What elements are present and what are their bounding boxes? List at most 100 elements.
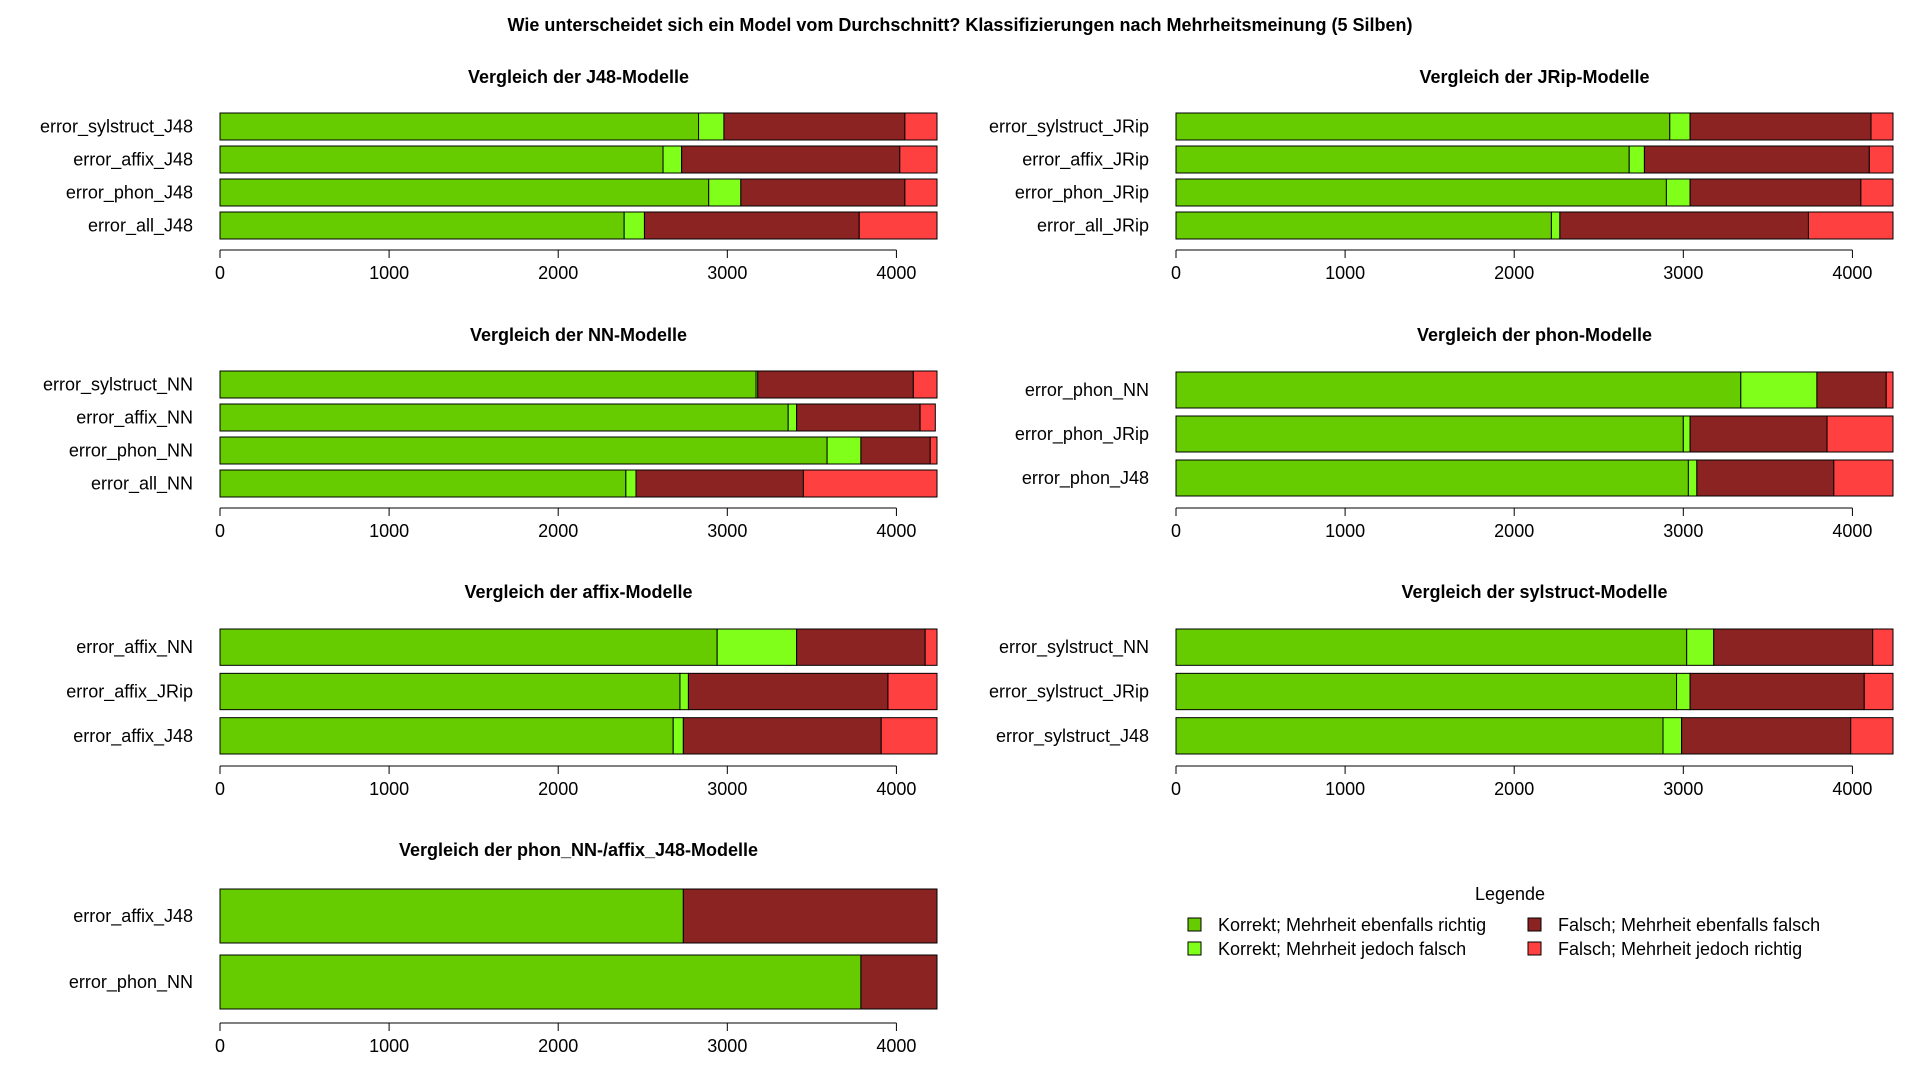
x-tick-label: 4000 [1832, 263, 1872, 283]
bar-segment-wrong-majority-wrong [1689, 178, 1862, 207]
category-label: error_sylstruct_NN [43, 375, 193, 396]
bar-segment-wrong-majority-wrong [1713, 628, 1874, 666]
x-tick-label: 4000 [876, 521, 916, 541]
bar-segment-wrong-majority-correct [1885, 371, 1894, 409]
category-label: error_affix_JRip [1022, 150, 1149, 171]
panel-title: Vergleich der J48-Modelle [468, 67, 689, 87]
chart-panel: Vergleich der NN-Modelle error_sylstruct_… [43, 325, 938, 541]
bar-segment-correct-majority-wrong [672, 717, 684, 755]
bar-segment-wrong-majority-wrong [796, 628, 926, 666]
legend-label: Falsch; Mehrheit ebenfalls falsch [1558, 915, 1820, 935]
category-label: error_affix_NN [76, 637, 193, 658]
x-tick-label: 1000 [369, 1036, 409, 1056]
panels: Vergleich der J48-Modelle error_sylstruct… [40, 67, 1894, 1056]
x-tick-label: 2000 [538, 263, 578, 283]
stacked-bar [1175, 628, 1894, 666]
bar-segment-wrong-majority-correct [802, 469, 938, 498]
bar-segment-wrong-majority-correct [1826, 415, 1894, 453]
category-label: error_affix_J48 [73, 726, 193, 747]
category-label: error_phon_J48 [1022, 468, 1149, 489]
category-label: error_phon_J48 [66, 183, 193, 204]
bar-segment-correct-majority-wrong [1669, 112, 1691, 141]
stacked-bar [219, 211, 938, 240]
bar-segment-wrong-majority-wrong [860, 954, 938, 1010]
bar-segment-correct-majority-wrong [1740, 371, 1818, 409]
bar-segment-wrong-majority-wrong [682, 717, 882, 755]
bar-segment-wrong-majority-correct [924, 628, 938, 666]
bar-segment-wrong-majority-correct [1868, 145, 1894, 174]
bar-segment-correct-majority-wrong [1687, 459, 1698, 497]
bar-segment-correct-majority-wrong [679, 672, 689, 711]
chart-panel: Vergleich der JRip-Modelle error_sylstruc… [989, 67, 1894, 283]
bar-segment-wrong-majority-correct [919, 403, 936, 432]
bar-segment-correct-majority-correct [1175, 459, 1689, 497]
x-axis: 0 1000 2000 3000 4000 [215, 765, 916, 799]
bar-segment-correct-majority-wrong [826, 436, 862, 465]
bar-segment-wrong-majority-correct [880, 717, 938, 755]
panel-title: Vergleich der NN-Modelle [470, 325, 687, 345]
bar-segment-wrong-majority-wrong [682, 888, 938, 944]
bar-segment-wrong-majority-correct [904, 112, 938, 141]
bar-segment-correct-majority-correct [1175, 112, 1671, 141]
bar-segment-correct-majority-wrong [1665, 178, 1691, 207]
x-tick-label: 3000 [707, 521, 747, 541]
bar-segment-wrong-majority-wrong [635, 469, 804, 498]
x-tick-label: 1000 [369, 779, 409, 799]
bar-segment-correct-majority-correct [219, 178, 710, 207]
bar-segment-correct-majority-correct [219, 436, 828, 465]
bar-segment-wrong-majority-correct [899, 145, 938, 174]
stacked-bar [219, 469, 938, 498]
bar-segment-correct-majority-wrong [1686, 628, 1715, 666]
stacked-bar [1175, 178, 1894, 207]
x-tick-label: 2000 [538, 779, 578, 799]
x-tick-label: 1000 [1325, 263, 1365, 283]
x-tick-label: 3000 [707, 1036, 747, 1056]
legend-swatch [1187, 917, 1202, 932]
bar-segment-wrong-majority-wrong [860, 436, 931, 465]
bar-segment-correct-majority-wrong [708, 178, 742, 207]
stacked-bar [1175, 371, 1894, 409]
bar-segment-correct-majority-wrong [623, 211, 645, 240]
bar-segment-correct-majority-correct [219, 145, 664, 174]
category-label: error_sylstruct_JRip [989, 117, 1149, 138]
bar-segment-correct-majority-wrong [625, 469, 637, 498]
bar-segment-correct-majority-correct [219, 370, 757, 399]
bar-segment-wrong-majority-correct [1872, 628, 1894, 666]
stacked-bar [219, 145, 938, 174]
category-label: error_phon_NN [69, 972, 193, 993]
stacked-bar [1175, 145, 1894, 174]
bar-segment-correct-majority-wrong [1676, 672, 1691, 711]
bar-segment-wrong-majority-correct [887, 672, 938, 711]
bar-segment-wrong-majority-wrong [1696, 459, 1835, 497]
bar-segment-correct-majority-correct [219, 888, 684, 944]
bar-segment-wrong-majority-correct [1833, 459, 1894, 497]
x-tick-label: 0 [1171, 779, 1181, 799]
bar-segment-wrong-majority-wrong [723, 112, 906, 141]
panel-title: Vergleich der phon_NN-/affix_J48-Modelle [399, 840, 758, 860]
stacked-bar [219, 954, 938, 1010]
bar-segment-wrong-majority-correct [912, 370, 938, 399]
bar-segment-correct-majority-correct [219, 672, 681, 711]
bar-segment-correct-majority-wrong [1682, 415, 1691, 453]
x-tick-label: 1000 [1325, 779, 1365, 799]
bar-segment-wrong-majority-wrong [1689, 415, 1828, 453]
x-tick-label: 0 [1171, 263, 1181, 283]
bar-segment-correct-majority-wrong [1550, 211, 1561, 240]
bar-segment-correct-majority-wrong [1662, 717, 1683, 755]
stacked-bar [219, 403, 936, 432]
legend-swatch [1527, 941, 1542, 956]
x-axis: 0 1000 2000 3000 4000 [1171, 249, 1872, 283]
legend-label: Falsch; Mehrheit jedoch richtig [1558, 939, 1802, 959]
x-tick-label: 0 [215, 263, 225, 283]
chart-panel: Vergleich der affix-Modelle error_affix_N… [66, 582, 938, 799]
bar-segment-correct-majority-wrong [662, 145, 683, 174]
legend-swatch [1527, 917, 1542, 932]
x-tick-label: 2000 [1494, 263, 1534, 283]
bar-segment-correct-majority-correct [219, 112, 700, 141]
legend-item: Korrekt; Mehrheit ebenfalls richtig [1187, 915, 1486, 935]
bar-segment-correct-majority-correct [219, 403, 789, 432]
legend-label: Korrekt; Mehrheit jedoch falsch [1218, 939, 1466, 959]
bar-segment-correct-majority-correct [219, 211, 625, 240]
x-axis: 0 1000 2000 3000 4000 [215, 507, 916, 541]
x-axis: 0 1000 2000 3000 4000 [1171, 765, 1872, 799]
